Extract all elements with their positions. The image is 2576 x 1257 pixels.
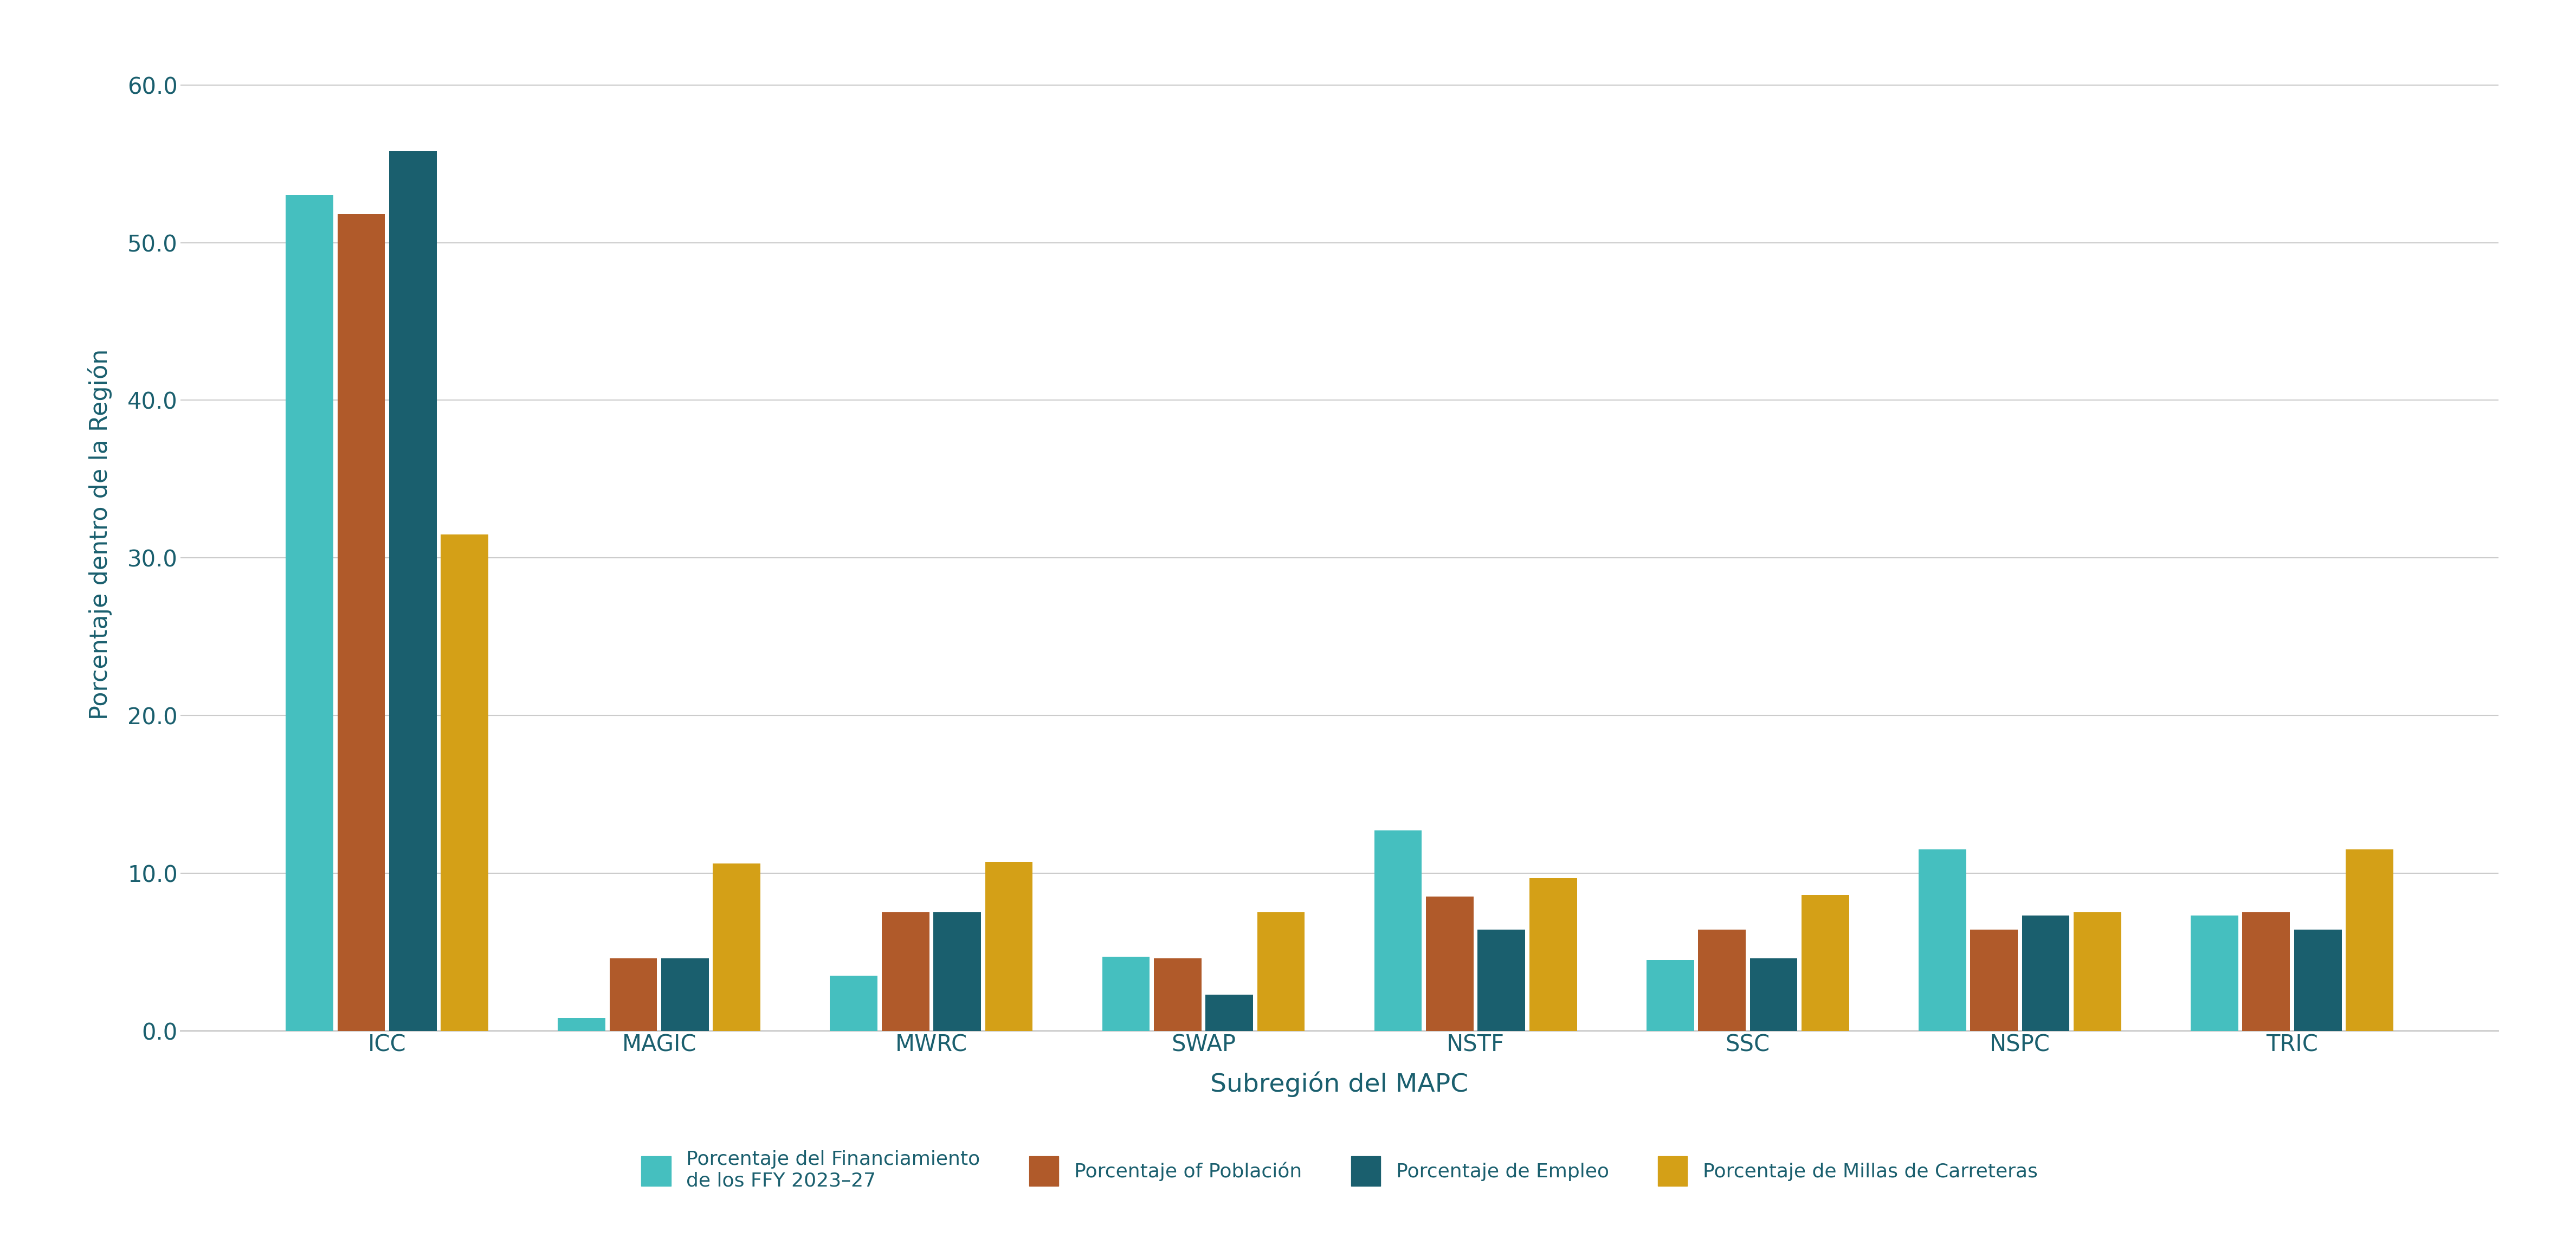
Bar [1479, 930, 1525, 1031]
Bar [337, 214, 384, 1031]
Bar [933, 913, 981, 1031]
Bar [1971, 930, 2017, 1031]
Bar [714, 864, 760, 1031]
Bar [984, 862, 1033, 1031]
Bar [1749, 958, 1798, 1031]
Bar [1919, 850, 1965, 1031]
Bar [1154, 958, 1200, 1031]
Bar [2295, 930, 2342, 1031]
Bar [1373, 831, 1422, 1031]
Bar [881, 913, 930, 1031]
Bar [2190, 915, 2239, 1031]
Bar [829, 975, 878, 1031]
Bar [2074, 913, 2120, 1031]
Bar [1646, 960, 1695, 1031]
Bar [2022, 915, 2069, 1031]
Bar [1530, 877, 1577, 1031]
Bar [2241, 913, 2290, 1031]
X-axis label: Subregión del MAPC: Subregión del MAPC [1211, 1071, 1468, 1097]
Bar [1698, 930, 1747, 1031]
Bar [1801, 895, 1850, 1031]
Bar [1206, 994, 1252, 1031]
Y-axis label: Porcentaje dentro de la Región: Porcentaje dentro de la Región [88, 348, 113, 720]
Bar [662, 958, 708, 1031]
Bar [389, 151, 438, 1031]
Bar [1257, 913, 1306, 1031]
Bar [286, 195, 332, 1031]
Bar [611, 958, 657, 1031]
Bar [1427, 896, 1473, 1031]
Bar [559, 1018, 605, 1031]
Bar [440, 534, 489, 1031]
Bar [2347, 850, 2393, 1031]
Bar [1103, 957, 1149, 1031]
Legend: Porcentaje del Financiamiento
de los FFY 2023–27, Porcentaje of Población, Porce: Porcentaje del Financiamiento de los FFY… [631, 1140, 2048, 1199]
